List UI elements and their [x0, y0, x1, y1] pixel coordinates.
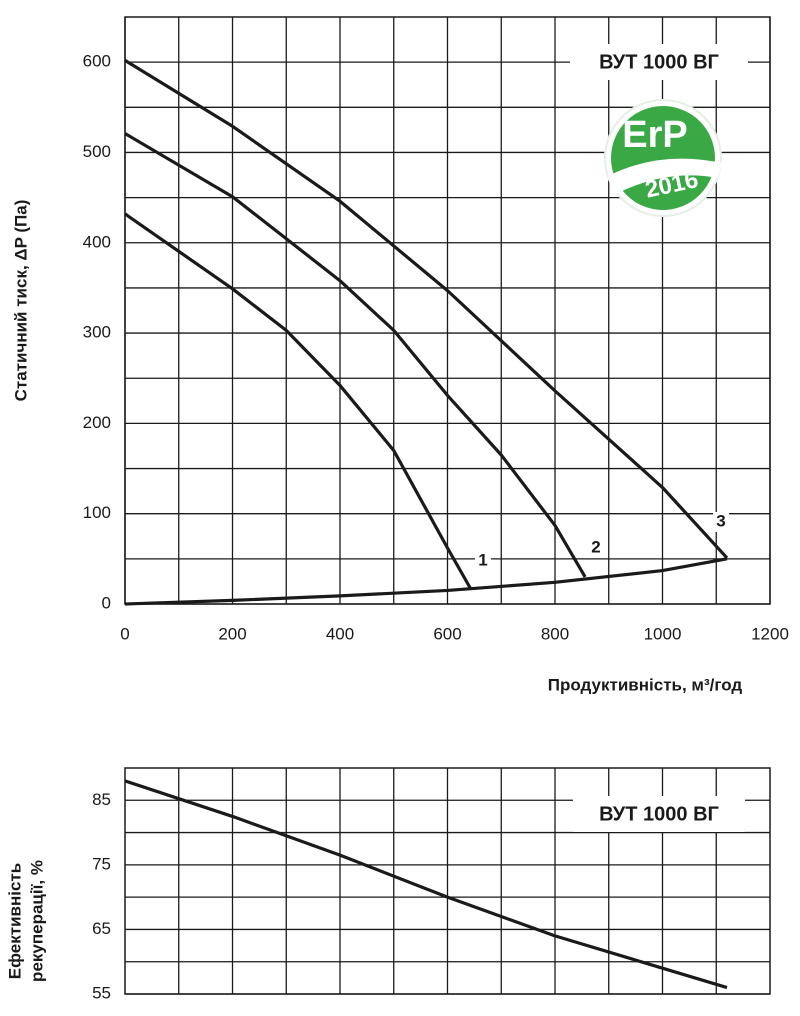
data-line [124, 557, 728, 606]
x-axis-label: Продуктивність, м³/год [548, 675, 743, 694]
curve-label: 3 [716, 511, 725, 530]
curve-label-bg [713, 512, 729, 532]
x-tick-label: 0 [120, 624, 129, 643]
y-axis-label: рекуперації, % [27, 860, 46, 982]
badge-swoosh [608, 158, 722, 196]
y-tick-label: 85 [92, 790, 111, 809]
y-tick-label: 400 [83, 232, 111, 251]
badge-text: ErP [622, 114, 687, 156]
data-line [124, 132, 587, 578]
y-tick-label: 300 [83, 323, 111, 342]
y-tick-label: 0 [102, 593, 111, 612]
plot-frame [124, 767, 771, 995]
model-label: ВУТ 1000 ВГ [599, 51, 719, 73]
curve-label: 2 [591, 537, 600, 556]
pressure-chart: 0 100 200 300 400 500 600 0 200 400 600 800 1000 1200… [11, 16, 789, 694]
x-tick-label: 1000 [644, 624, 682, 643]
y-tick-label: 55 [92, 983, 111, 1002]
curve-label: 1 [478, 550, 487, 569]
data-line [124, 212, 472, 589]
y-tick-label: 75 [92, 854, 111, 873]
x-tick-label: 1200 [751, 624, 789, 643]
plot-frame [124, 16, 771, 605]
data-line [124, 779, 728, 990]
model-box [570, 44, 748, 80]
model-box [573, 796, 745, 832]
curve-label-bg [475, 551, 491, 571]
x-tick-label: 200 [218, 624, 246, 643]
y-tick-label: 100 [83, 503, 111, 522]
y-tick-label: 600 [83, 52, 111, 71]
y-tick-label: 65 [92, 919, 111, 938]
x-tick-label: 600 [433, 624, 461, 643]
efficiency-chart: 55 65 75 85 ВУТ 1000 ВГ Ефективність рекуперац… [5, 767, 771, 1002]
data-line [124, 58, 729, 560]
y-tick-label: 500 [83, 142, 111, 161]
y-axis-label: Статичний тиск, ΔP (Па) [11, 200, 30, 402]
curve-label-bg [588, 538, 604, 558]
y-axis-label: Ефективність [5, 863, 24, 979]
x-tick-label: 800 [541, 624, 569, 643]
y-tick-label: 200 [83, 413, 111, 432]
model-label: ВУТ 1000 ВГ [599, 803, 719, 825]
x-tick-label: 400 [326, 624, 354, 643]
